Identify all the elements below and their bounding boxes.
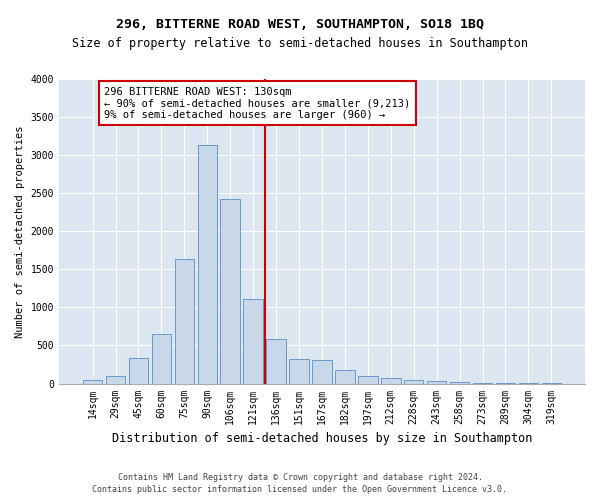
Bar (312, 360, 332, 384)
X-axis label: Distribution of semi-detached houses by size in Southampton: Distribution of semi-detached houses by … (112, 432, 532, 445)
Bar (175, 260, 194, 384)
Text: Contains HM Land Registry data © Crown copyright and database right 2024.: Contains HM Land Registry data © Crown c… (118, 474, 482, 482)
Bar (129, 358, 148, 384)
Bar (404, 380, 424, 384)
Bar (473, 383, 492, 384)
Bar (197, 145, 217, 384)
Text: 296 BITTERNE ROAD WEST: 130sqm
← 90% of semi-detached houses are smaller (9,213): 296 BITTERNE ROAD WEST: 130sqm ← 90% of … (104, 86, 410, 120)
Bar (106, 376, 125, 384)
Y-axis label: Number of semi-detached properties: Number of semi-detached properties (15, 125, 25, 338)
Bar (450, 382, 469, 384)
Bar (335, 370, 355, 384)
Bar (358, 376, 377, 384)
Bar (381, 378, 401, 384)
Bar (244, 299, 263, 384)
Bar (83, 380, 103, 384)
Bar (266, 338, 286, 384)
Text: Size of property relative to semi-detached houses in Southampton: Size of property relative to semi-detach… (72, 38, 528, 51)
Text: Contains public sector information licensed under the Open Government Licence v3: Contains public sector information licen… (92, 485, 508, 494)
Bar (427, 382, 446, 384)
Bar (220, 198, 240, 384)
Bar (289, 359, 309, 384)
Text: 296, BITTERNE ROAD WEST, SOUTHAMPTON, SO18 1BQ: 296, BITTERNE ROAD WEST, SOUTHAMPTON, SO… (116, 18, 484, 30)
Bar (152, 334, 171, 384)
